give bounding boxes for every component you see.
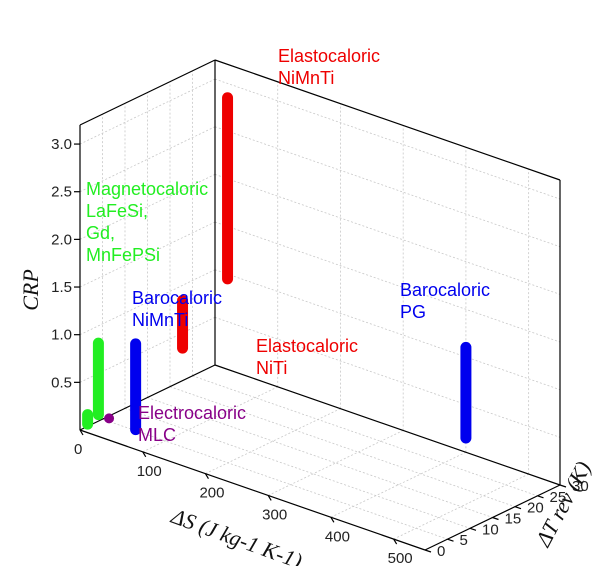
annotation-line: Elastocaloric	[278, 46, 380, 66]
y-tick	[537, 495, 544, 499]
annotation-line: Barocaloric	[132, 288, 222, 308]
x-tick-label: 200	[199, 485, 224, 502]
z-tick-label: 1.0	[51, 327, 72, 344]
z-tick-label: 1.5	[51, 279, 72, 296]
z-tick-label: 2.0	[51, 231, 72, 248]
z-tick-label: 2.5	[51, 184, 72, 201]
annotation-label: Magnetocaloric LaFeSi, Gd, MnFePSi	[86, 179, 208, 265]
x-tick	[204, 473, 209, 479]
annotation-line: Electrocaloric	[138, 403, 246, 423]
annotation-line: NiMnTi	[132, 310, 188, 330]
annotation-line: Barocaloric	[400, 280, 490, 300]
x-tick-label: 500	[388, 550, 413, 566]
data-point	[104, 413, 115, 424]
grid-line	[147, 397, 493, 518]
y-tick	[492, 516, 499, 521]
annotation-label: Elastocaloric NiMnTi	[278, 46, 380, 88]
axis-edge	[79, 364, 216, 431]
grid-line	[79, 126, 216, 193]
y-tick-label: 0	[437, 543, 445, 560]
axis-edge	[214, 364, 561, 486]
axis-edge	[214, 59, 561, 181]
x-tick	[142, 451, 147, 458]
grid-line	[124, 407, 471, 529]
y-tick	[424, 549, 432, 553]
z-tick-label: 3.0	[51, 136, 72, 153]
y-tick	[469, 527, 477, 531]
grid-line	[214, 78, 561, 200]
x-tick-label: 0	[74, 441, 82, 458]
annotation-line: Elastocaloric	[256, 336, 358, 356]
annotation-line: Magnetocaloric	[86, 179, 208, 199]
grid-line	[79, 78, 216, 145]
annotation-line: Gd,	[86, 223, 115, 243]
annotation-line: MnFePSi	[86, 245, 160, 265]
grid-line	[142, 386, 278, 453]
y-tick-label: 10	[482, 521, 499, 538]
annotation-line: MLC	[138, 425, 176, 445]
grid-line	[268, 430, 404, 496]
annotation-line: NiMnTi	[278, 68, 334, 88]
annotation-line: PG	[400, 302, 426, 322]
annotation-label: Electrocaloric MLC	[138, 403, 246, 445]
grid-line	[192, 375, 538, 497]
grid-line	[79, 269, 216, 336]
z-tick-label: 0.5	[51, 374, 72, 391]
annotation-label: Barocaloric NiMnTi	[132, 288, 222, 330]
grid-line	[214, 221, 561, 343]
x-tick	[330, 516, 335, 523]
axis-edge	[79, 429, 426, 551]
grid-line	[79, 221, 216, 288]
y-tick-label: 25	[550, 489, 567, 506]
x-tick	[267, 495, 272, 501]
grid-line	[214, 173, 561, 295]
annotation-line: LaFeSi,	[86, 201, 148, 221]
z-axis-title: CRP	[18, 269, 43, 311]
x-tick-label: 300	[262, 506, 287, 523]
y-tick	[514, 506, 522, 510]
x-tick	[393, 538, 398, 545]
y-tick	[559, 484, 567, 488]
grid-line	[102, 418, 448, 540]
y-tick-label: 5	[460, 532, 468, 549]
grid-line	[214, 269, 561, 391]
x-tick-label: 100	[137, 463, 162, 480]
y-tick-label: 30	[572, 478, 589, 495]
y-tick-label: 15	[505, 511, 522, 528]
grid-line	[79, 174, 216, 240]
grid-line	[214, 316, 561, 438]
grid-line	[214, 126, 561, 248]
floor-pane	[80, 365, 560, 550]
annotation-label: Elastocaloric NiTi	[256, 336, 358, 378]
axis-edge	[79, 59, 216, 126]
x-tick	[79, 429, 84, 436]
annotation-label: Barocaloric PG	[400, 280, 490, 322]
annotation-line: NiTi	[256, 358, 287, 378]
y-tick-label: 20	[527, 500, 544, 517]
y-tick	[447, 538, 454, 542]
grid-line	[169, 386, 516, 508]
x-tick-label: 400	[325, 528, 350, 545]
